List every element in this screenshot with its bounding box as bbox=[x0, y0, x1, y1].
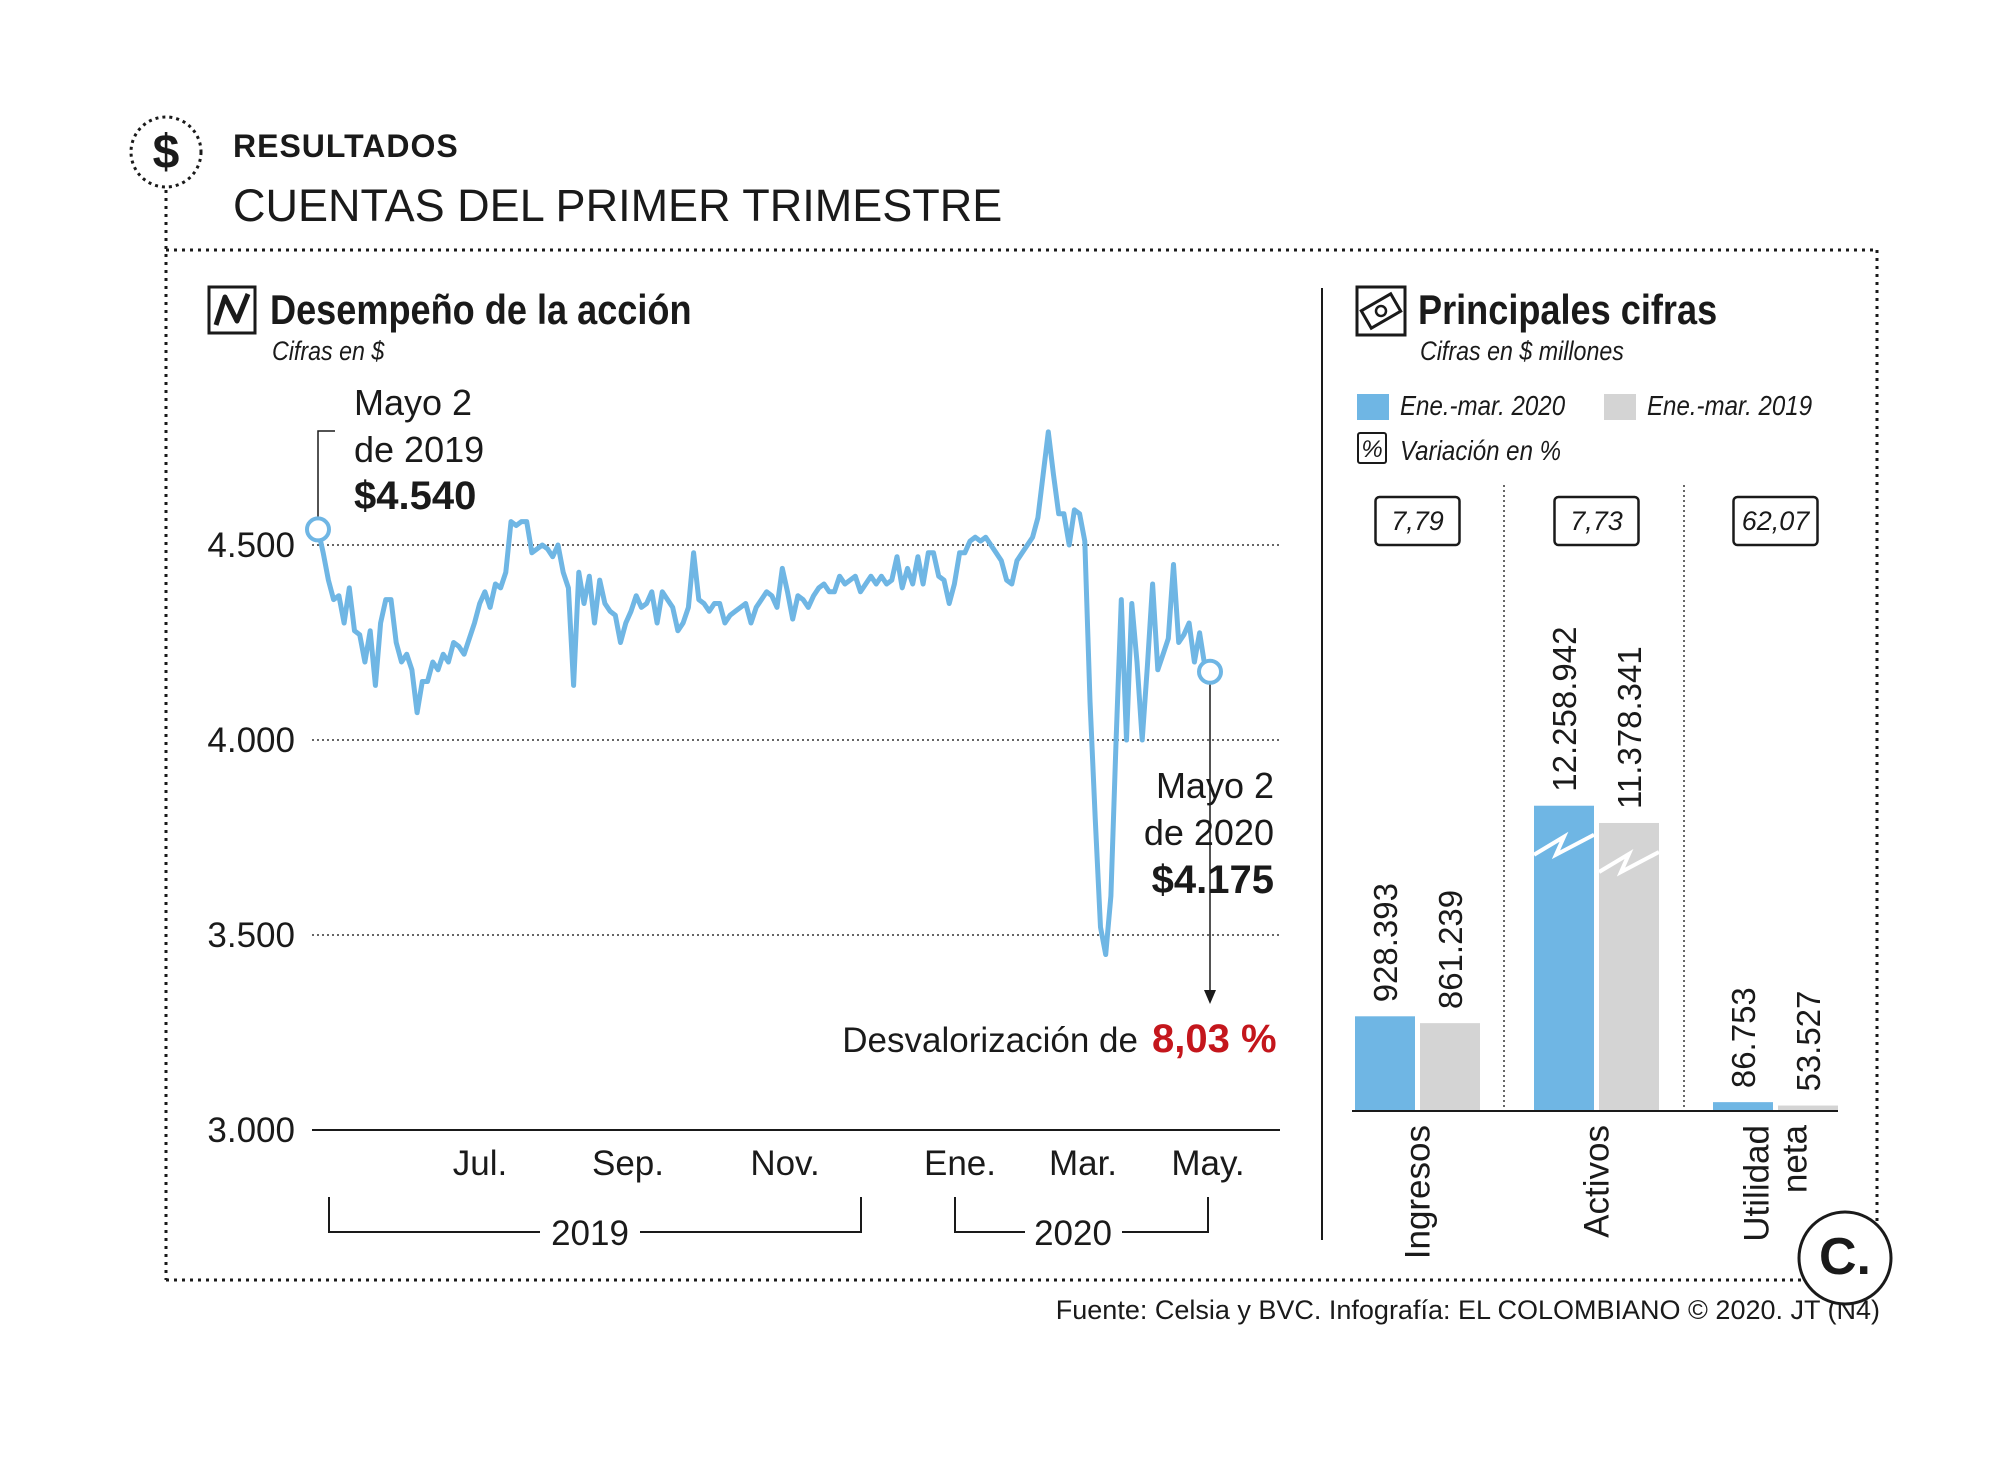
bar-2019 bbox=[1420, 1023, 1480, 1111]
end-label-value: $4.175 bbox=[1152, 858, 1274, 902]
axis-break-mark bbox=[1597, 849, 1660, 877]
x-tick-label: Sep. bbox=[592, 1144, 664, 1183]
trend-icon bbox=[207, 285, 257, 335]
variation-legend-label: Variación en % bbox=[1400, 435, 1562, 466]
year-bracket-2020-right bbox=[1122, 1197, 1209, 1233]
legend-label-2020: Ene.-mar. 2020 bbox=[1400, 390, 1566, 421]
end-marker bbox=[1197, 658, 1223, 685]
bar-value-label: 11.378.341 bbox=[1611, 646, 1648, 809]
year-bracket-2020-left bbox=[954, 1197, 1025, 1233]
y-tick-label: 4.500 bbox=[207, 526, 295, 565]
year-label-2020: 2020 bbox=[1034, 1214, 1112, 1253]
axis-break-mark bbox=[1532, 831, 1595, 860]
line-chart-title: Desempeño de la acción bbox=[270, 286, 692, 333]
category-label: neta bbox=[1776, 1124, 1815, 1193]
bar-2020 bbox=[1534, 805, 1594, 1111]
variation-badge bbox=[1374, 495, 1461, 547]
variation-value: 7,73 bbox=[1570, 506, 1623, 536]
y-tick-label: 3.500 bbox=[207, 916, 295, 955]
x-tick-label: Mar. bbox=[1049, 1144, 1117, 1183]
bar-chart-title: Principales cifras bbox=[1418, 286, 1718, 333]
bar-2019 bbox=[1599, 822, 1659, 1111]
end-label-date: Mayo 2 bbox=[1156, 765, 1274, 806]
x-tick-label: May. bbox=[1171, 1144, 1244, 1183]
y-tick-label: 3.000 bbox=[207, 1111, 295, 1150]
x-tick-label: Ene. bbox=[924, 1144, 996, 1183]
headline: CUENTAS DEL PRIMER TRIMESTRE bbox=[233, 180, 1003, 231]
bar-value-label: 861.239 bbox=[1432, 890, 1469, 1009]
bar-2020 bbox=[1713, 1102, 1773, 1111]
end-label-year: de 2020 bbox=[1144, 812, 1274, 853]
end-arrowhead bbox=[1204, 990, 1216, 1004]
variation-badge bbox=[1553, 495, 1640, 547]
year-bracket-2019-left bbox=[328, 1197, 540, 1233]
logo-text: C. bbox=[1819, 1228, 1871, 1286]
start-marker bbox=[305, 516, 331, 543]
dollar-icon: $ bbox=[129, 115, 203, 189]
start-leader bbox=[317, 430, 335, 530]
bar-2019 bbox=[1778, 1105, 1838, 1111]
line-chart-subtitle: Cifras en $ bbox=[272, 336, 385, 366]
source-credit: Fuente: Celsia y BVC. Infografía: EL COL… bbox=[1055, 1295, 1880, 1325]
start-label-value: $4.540 bbox=[354, 474, 476, 518]
price-line bbox=[315, 429, 1212, 957]
logo: C. bbox=[1797, 1210, 1893, 1306]
category-label: Utilidad bbox=[1738, 1125, 1777, 1242]
bar-2020 bbox=[1355, 1016, 1415, 1111]
bar-value-label: 86.753 bbox=[1725, 987, 1762, 1088]
variation-value: 62,07 bbox=[1742, 506, 1811, 536]
start-label-date: Mayo 2 bbox=[354, 382, 472, 423]
legend-label-2019: Ene.-mar. 2019 bbox=[1647, 390, 1813, 421]
category-label: Ingresos bbox=[1399, 1125, 1438, 1259]
kicker: RESULTADOS bbox=[233, 128, 459, 164]
y-tick-label: 4.000 bbox=[207, 721, 295, 760]
year-bracket-2019-right bbox=[640, 1197, 862, 1233]
x-tick-label: Jul. bbox=[453, 1144, 507, 1183]
year-label-2019: 2019 bbox=[551, 1214, 629, 1253]
variation-legend-symbol: % bbox=[1357, 432, 1387, 464]
start-label-year: de 2019 bbox=[354, 429, 484, 470]
bar-value-label: 928.393 bbox=[1367, 883, 1404, 1002]
category-label: Activos bbox=[1578, 1125, 1617, 1238]
svg-text:$: $ bbox=[153, 126, 180, 179]
x-tick-label: Nov. bbox=[750, 1144, 819, 1183]
legend-swatch-2019 bbox=[1604, 394, 1636, 420]
legend-swatch-2020 bbox=[1357, 394, 1389, 420]
variation-badge bbox=[1732, 495, 1819, 547]
annotation-value: 8,03 % bbox=[1152, 1017, 1277, 1061]
annotation-text: Desvalorización de bbox=[842, 1021, 1138, 1060]
money-icon bbox=[1355, 285, 1407, 337]
variation-value: 7,79 bbox=[1391, 506, 1444, 536]
bar-value-label: 53.527 bbox=[1790, 991, 1827, 1092]
bar-chart-subtitle: Cifras en $ millones bbox=[1420, 336, 1624, 366]
bar-value-label: 12.258.942 bbox=[1546, 627, 1583, 792]
